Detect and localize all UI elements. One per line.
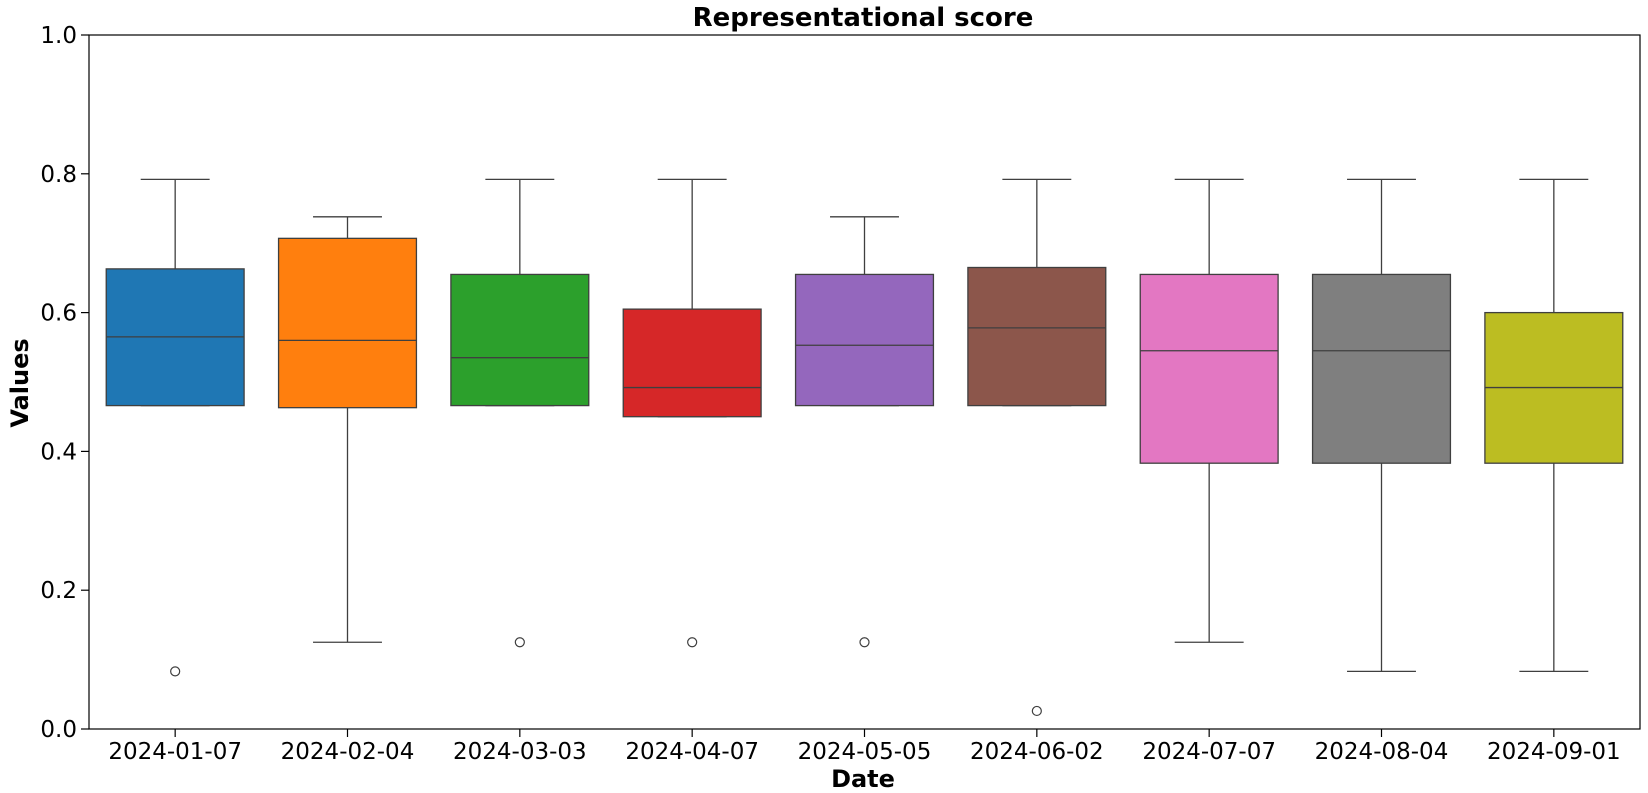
y-axis-label: Values [6,338,34,427]
box-2024-03-03 [450,273,590,407]
plot-frame [88,34,1641,730]
y-tick-label: 0.0 [40,717,77,743]
outlier-point [514,637,525,648]
y-tick-label: 0.4 [40,439,77,465]
box-2024-07-07 [1139,273,1279,464]
y-tick-label: 0.2 [40,578,77,604]
x-axis-label: Date [831,765,895,793]
x-tick-label: 2024-08-04 [1315,739,1449,765]
x-tick-label: 2024-02-04 [281,739,415,765]
outlier-point [1031,705,1042,717]
box-2024-05-05 [794,273,935,407]
y-tick-label: 1.0 [40,23,77,49]
plot-area: 0.0 0.2 0.4 0.6 0.8 1.0 2024-01-07 2024-02-04 20… [40,23,1624,765]
outlier-point [170,666,181,677]
x-tick-label: 2024-01-07 [108,739,242,765]
x-tick-label: 2024-03-03 [453,739,587,765]
x-tick-label: 2024-05-05 [798,739,932,765]
x-tick-label: 2024-06-02 [970,739,1104,765]
x-tick-label: 2024-04-07 [625,739,759,765]
y-tick-label: 0.8 [40,162,77,188]
outlier-point [687,637,698,648]
x-tick-label: 2024-07-07 [1142,739,1276,765]
box-2024-08-04 [1311,273,1452,464]
y-tick-label: 0.6 [40,301,77,327]
x-tick-label: 2024-09-01 [1487,739,1621,765]
box-2024-04-07 [622,308,762,418]
chart-title: Representational score [693,3,1034,33]
box-2024-02-04 [277,237,418,409]
outlier-point [859,637,870,648]
box-2024-06-02 [967,266,1107,407]
